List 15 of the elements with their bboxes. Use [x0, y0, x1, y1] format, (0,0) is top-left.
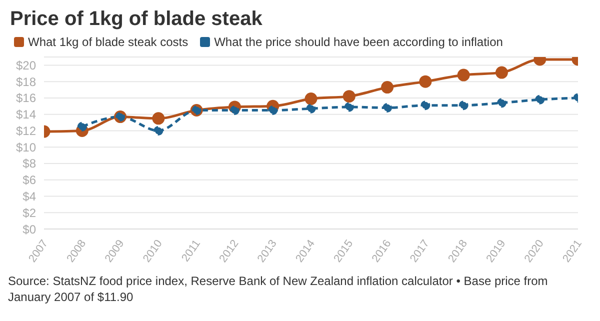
y-tick-label: $14: [16, 108, 36, 122]
chart-title: Price of 1kg of blade steak: [10, 8, 264, 31]
y-tick-label: $16: [16, 91, 36, 106]
y-tick-label: $10: [16, 140, 36, 154]
legend-label: What the price should have been according to inflation: [213, 35, 503, 49]
y-tick-label: $12: [16, 124, 36, 138]
legend-label: What 1kg of blade steak costs: [27, 35, 188, 49]
y-tick-label: $20: [16, 58, 36, 72]
y-tick-label: $0: [22, 222, 36, 236]
y-tick-label: $4: [22, 190, 36, 204]
source-note: Source: StatsNZ food price index, Reserve Bank of New Zealand inflation calculator • Base price from January 2007 of $11.90: [8, 273, 549, 305]
y-tick-label: $8: [22, 156, 36, 171]
y-tick-label: $2: [22, 206, 36, 220]
y-tick-label: $6: [22, 173, 36, 188]
y-tick-label: $18: [16, 74, 36, 89]
